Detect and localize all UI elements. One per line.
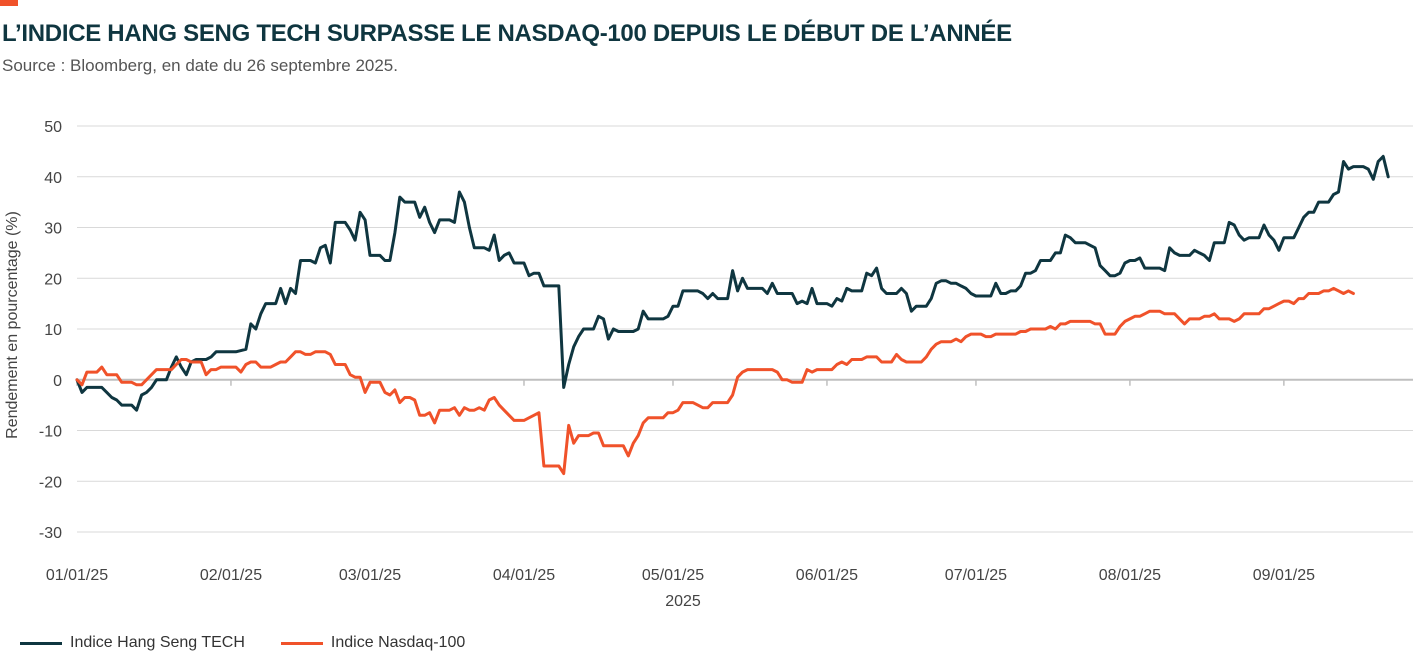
series-lines xyxy=(75,154,1390,476)
x-tick-label: 05/01/25 xyxy=(642,567,704,584)
chart-title: L’INDICE HANG SENG TECH SURPASSE LE NASD… xyxy=(2,20,1012,47)
legend-label-nasdaq: Indice Nasdaq-100 xyxy=(330,634,466,651)
y-tick-label: 30 xyxy=(44,221,62,238)
x-tick-label: 04/01/25 xyxy=(493,567,555,584)
legend-swatch-hang-seng xyxy=(20,641,62,645)
y-tick-label: -30 xyxy=(39,525,62,542)
y-tick-label: 40 xyxy=(44,170,62,187)
y-axis-label: Rendement en pourcentage (%) xyxy=(4,211,21,439)
series-line-hang-seng xyxy=(75,154,1390,412)
y-tick-label: 50 xyxy=(44,119,62,136)
x-tick-label: 06/01/25 xyxy=(796,567,858,584)
x-tick-label: 01/01/25 xyxy=(46,567,108,584)
gridlines xyxy=(77,125,1413,533)
x-axis-ticks: 01/01/25 02/01/25 03/01/25 04/01/25 05/01/25… xyxy=(46,379,1315,584)
y-tick-label: 20 xyxy=(44,271,62,288)
x-tick-label: 09/01/25 xyxy=(1253,567,1315,584)
line-chart: 50 40 30 20 10 0 -10 -20 -30 01/01/25 02/01/25 03/… xyxy=(4,119,1413,610)
x-tick-label: 02/01/25 xyxy=(200,567,262,584)
legend: Indice Hang Seng TECH Indice Nasdaq-100 xyxy=(20,634,465,652)
series-line-nasdaq xyxy=(75,286,1355,476)
x-axis-label: 2025 xyxy=(665,593,701,610)
y-tick-label: 0 xyxy=(53,373,62,390)
legend-swatch-nasdaq xyxy=(280,641,323,645)
legend-item-nasdaq: Indice Nasdaq-100 xyxy=(280,634,466,652)
legend-label-hang-seng: Indice Hang Seng TECH xyxy=(70,634,245,651)
chart-subtitle: Source : Bloomberg, en date du 26 septem… xyxy=(2,56,398,75)
y-tick-label: -20 xyxy=(39,474,62,491)
legend-item-hang-seng: Indice Hang Seng TECH xyxy=(20,634,245,652)
y-axis-ticks: 50 40 30 20 10 0 -10 -20 -30 xyxy=(39,119,62,542)
accent-bar xyxy=(0,0,18,6)
y-tick-label: 10 xyxy=(44,322,62,339)
y-tick-label: -10 xyxy=(39,424,62,441)
x-tick-label: 07/01/25 xyxy=(945,567,1007,584)
x-tick-label: 03/01/25 xyxy=(339,567,401,584)
x-tick-label: 08/01/25 xyxy=(1099,567,1161,584)
